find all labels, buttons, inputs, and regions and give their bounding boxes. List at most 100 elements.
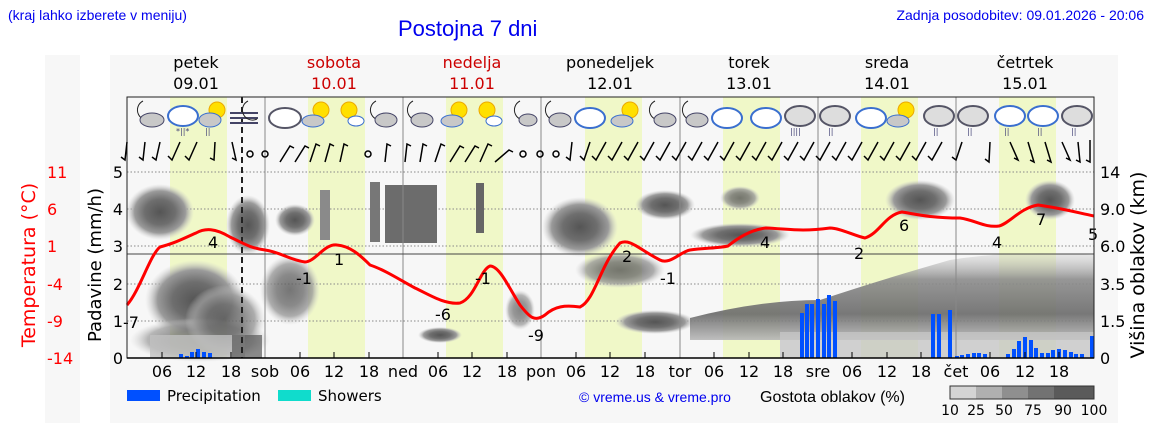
svg-text:nedelja: nedelja (443, 53, 502, 72)
cloud-rain-icon: || (957, 105, 989, 136)
sun-cloud-icon (301, 101, 330, 128)
svg-text:tor: tor (669, 362, 692, 381)
svg-text:3: 3 (113, 237, 123, 256)
svg-text:06: 06 (152, 362, 172, 381)
svg-text:||: || (933, 127, 938, 136)
svg-text:sobota: sobota (307, 53, 361, 72)
svg-text:ned: ned (388, 362, 418, 381)
precipitation-bars (179, 295, 1094, 358)
svg-text:pon: pon (526, 362, 556, 381)
svg-text:12: 12 (877, 362, 897, 381)
last-updated: Zadnja posodobitev: 09.01.2026 - 20:06 (896, 7, 1144, 23)
svg-text:11: 11 (47, 163, 67, 182)
svg-text:-1: -1 (296, 269, 312, 288)
weather-icons: *||* || |||| || || || || || || (136, 100, 1093, 136)
svg-text:-6: -6 (435, 305, 451, 324)
cloud-icon (574, 107, 606, 129)
cloud-rain-icon: || (994, 105, 1026, 136)
sun-small-cloud-icon (340, 101, 365, 127)
svg-text:15.01: 15.01 (1002, 74, 1048, 93)
svg-text:-4: -4 (47, 275, 63, 294)
cloud-icon (268, 107, 302, 129)
svg-text:18: 18 (221, 362, 241, 381)
svg-text:||: || (205, 127, 210, 136)
svg-text:06: 06 (566, 362, 586, 381)
svg-text:2: 2 (854, 244, 864, 263)
svg-text:12.01: 12.01 (587, 74, 633, 93)
svg-text:09.01: 09.01 (173, 74, 219, 93)
cloud-height-axis-ticks: 14 9.0 6.0 3.5 1.5 0 (1100, 163, 1125, 368)
temperature-axis-panel (45, 55, 80, 423)
svg-text:06: 06 (290, 362, 310, 381)
cloud-density-scale: 10 25 50 75 90 100 (941, 385, 1108, 419)
cloud-icon (711, 107, 743, 129)
svg-text:petek: petek (173, 53, 219, 72)
svg-text:10.01: 10.01 (311, 74, 357, 93)
legend: Precipitation Showers (127, 387, 382, 405)
svg-text:100: 100 (1081, 403, 1108, 419)
wind-barbs (120, 140, 1091, 164)
sun-cloud-rain-icon: || (198, 101, 226, 136)
svg-text:-7: -7 (123, 313, 139, 332)
svg-text:*||*: *||* (176, 127, 189, 136)
svg-text:sre: sre (806, 362, 830, 381)
x-axis-labels: 06 12 18 sob 06 12 18 ned 06 12 18 pon 0… (152, 362, 1069, 381)
sun-cloud-icon (440, 101, 468, 128)
svg-text:06: 06 (980, 362, 1000, 381)
temperature-axis-label: Temperatura (°C) (18, 183, 40, 348)
svg-text:0: 0 (1100, 349, 1110, 368)
svg-text:||: || (967, 127, 972, 136)
svg-text:-9: -9 (47, 312, 63, 331)
svg-text:18: 18 (359, 362, 379, 381)
legend-showers: Showers (318, 387, 382, 405)
copyright-link[interactable]: © vreme.us & vreme.pro (579, 389, 731, 405)
fog-icon (230, 100, 258, 124)
svg-text:3.5: 3.5 (1100, 275, 1125, 294)
svg-text:12: 12 (600, 362, 620, 381)
svg-text:2: 2 (113, 275, 123, 294)
svg-text:4: 4 (113, 200, 123, 219)
svg-text:06: 06 (428, 362, 448, 381)
cloud-density-title: Gostota oblakov (%) (760, 389, 905, 406)
moon-cloud-icon (681, 100, 709, 128)
precip-axis-ticks: 5 4 3 2 1 0 (113, 163, 123, 368)
hour-ticks (161, 352, 1060, 358)
moon-cloud-icon (406, 100, 434, 128)
svg-text:18: 18 (1049, 362, 1069, 381)
moon-cloud-icon (513, 100, 538, 127)
page-title: Postojna 7 dni (398, 16, 538, 41)
temperature-axis-ticks: 11 6 1 -4 -9 -14 (47, 163, 73, 368)
sun-cloud-icon (610, 101, 639, 128)
svg-text:12: 12 (739, 362, 759, 381)
svg-text:13.01: 13.01 (726, 74, 772, 93)
cloud-icon (750, 107, 782, 129)
svg-text:12: 12 (462, 362, 482, 381)
sun-cloud-icon (886, 101, 915, 128)
temperature-line (125, 203, 1095, 320)
svg-text:14: 14 (1100, 163, 1120, 182)
svg-text:18: 18 (911, 362, 931, 381)
cloud-rain-icon: || (819, 105, 851, 136)
svg-text:75: 75 (1024, 403, 1042, 419)
moon-cloud-icon (369, 100, 398, 128)
showers-swatch (278, 390, 311, 401)
svg-text:ponedeljek: ponedeljek (566, 53, 655, 72)
cloud-heavy-rain-icon: |||| (784, 105, 816, 136)
svg-text:25: 25 (967, 403, 985, 419)
svg-text:18: 18 (773, 362, 793, 381)
svg-text:6: 6 (899, 216, 909, 235)
svg-text:||: || (1037, 127, 1042, 136)
svg-text:12: 12 (324, 362, 344, 381)
legend-precipitation: Precipitation (167, 387, 261, 405)
svg-text:18: 18 (635, 362, 655, 381)
region-hint[interactable]: (kraj lahko izberete v meniju) (8, 7, 187, 23)
svg-text:||: || (828, 127, 833, 136)
svg-text:||||: |||| (790, 127, 801, 136)
cloud-rain-icon: || (923, 105, 955, 136)
svg-text:1: 1 (113, 312, 123, 331)
svg-text:-1: -1 (475, 269, 491, 288)
svg-text:11.01: 11.01 (449, 74, 495, 93)
svg-text:sreda: sreda (865, 53, 909, 72)
svg-text:6: 6 (47, 200, 57, 219)
